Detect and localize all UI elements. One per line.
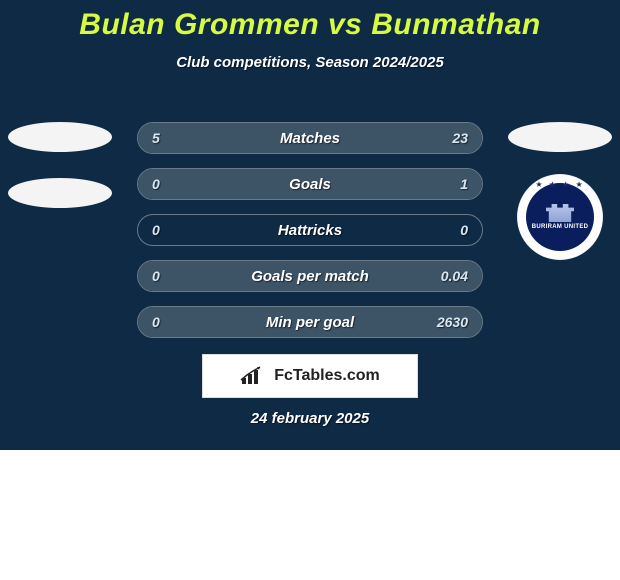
bar-value-left: 0 [152,307,160,337]
bar-value-left: 0 [152,169,160,199]
stat-bar: Min per goal02630 [137,306,483,338]
bar-fill-right [138,169,482,199]
crest-inner: BURIRAM UNITED [526,183,594,251]
stat-bar: Goals01 [137,168,483,200]
bar-fill-right [200,123,482,153]
brand-text: FcTables.com [274,367,380,385]
bar-value-right: 0.04 [441,261,468,291]
stat-bar: Matches523 [137,122,483,154]
right-club-crest: ★ ★ ★ ★ BURIRAM UNITED [517,174,603,260]
page-title: Bulan Grommen vs Bunmathan [0,0,620,42]
crest-stars-icon: ★ ★ ★ ★ [535,180,584,189]
stat-bars: Matches523Goals01Hattricks00Goals per ma… [137,122,483,338]
crest-label: BURIRAM UNITED [532,224,589,230]
bar-value-left: 5 [152,123,160,153]
left-player-column [0,122,120,208]
bar-fill-right [138,307,482,337]
footer-date: 24 february 2025 [0,410,620,427]
comparison-card: Bulan Grommen vs Bunmathan Club competit… [0,0,620,450]
stat-bar: Hattricks0 0 [137,214,483,246]
bar-chart-icon [240,366,268,386]
castle-icon [546,204,574,222]
bar-value-right: 1 [460,169,468,199]
right-player-avatar-placeholder [508,122,612,152]
bar-value-left: 0 [152,261,160,291]
bar-fill-left [138,123,200,153]
brand-badge[interactable]: FcTables.com [202,354,418,398]
bar-value-right: 23 [452,123,468,153]
right-player-column: ★ ★ ★ ★ BURIRAM UNITED [500,122,620,260]
bar-label: Hattricks [138,215,482,245]
left-player-avatar-placeholder [8,122,112,152]
stat-bar: Goals per match00.04 [137,260,483,292]
bar-value-right: 2630 [437,307,468,337]
bar-value-left: 0 [152,215,160,245]
bar-value-right: 0 [460,215,468,245]
left-club-crest-placeholder [8,178,112,208]
subtitle: Club competitions, Season 2024/2025 [0,54,620,71]
bar-fill-right [138,261,482,291]
